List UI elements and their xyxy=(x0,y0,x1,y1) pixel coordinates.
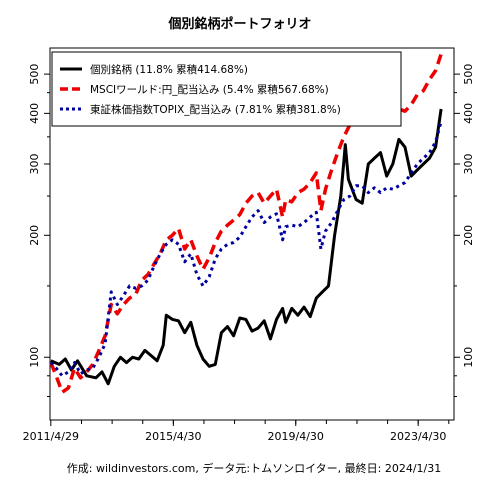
legend: 個別銘柄 (11.8% 累積414.68%) MSCIワールド:円_配当込み (5… xyxy=(51,51,402,127)
plot-frame xyxy=(49,47,455,421)
y-tick-label-right: 400 xyxy=(462,103,475,124)
chart-caption: 作成: wildinvestors.com, データ元:トムソンロイター, 最終… xyxy=(67,461,441,475)
y-tick-label-left: 200 xyxy=(28,225,41,246)
series-line-0 xyxy=(50,108,443,386)
y-tick-label-left: 300 xyxy=(28,153,41,174)
y-tick-label-right: 500 xyxy=(462,64,475,85)
legend-label-0: 個別銘柄 (11.8% 累積414.68%) xyxy=(90,63,248,76)
legend-label-1: MSCIワールド:円_配当込み (5.4% 累積567.68%) xyxy=(90,83,329,96)
y-tick-label-right: 100 xyxy=(462,347,475,368)
legend-box xyxy=(51,51,402,127)
y-tick-label-right: 200 xyxy=(462,225,475,246)
x-tick-label: 2023/4/30 xyxy=(390,430,446,443)
y-tick-label-right: 300 xyxy=(462,153,475,174)
axis-layer: 2011/4/29 2015/4/30 2019/4/30 2023/4/30 100 1… xyxy=(23,64,475,443)
plot-border xyxy=(49,47,455,421)
series-line-2 xyxy=(49,121,443,378)
x-tick-label: 2015/4/30 xyxy=(145,430,201,443)
y-tick-label-left: 400 xyxy=(28,103,41,124)
legend-label-2: 東証株価指数TOPIX_配当込み (7.81% 累積381.8%) xyxy=(90,103,341,116)
x-tick-label: 2019/4/30 xyxy=(268,430,324,443)
chart-title: 個別銘柄ポートフォリオ xyxy=(167,16,311,32)
x-tick-label: 2011/4/29 xyxy=(23,430,79,443)
y-tick-label-left: 100 xyxy=(28,347,41,368)
y-tick-label-left: 500 xyxy=(28,64,41,85)
